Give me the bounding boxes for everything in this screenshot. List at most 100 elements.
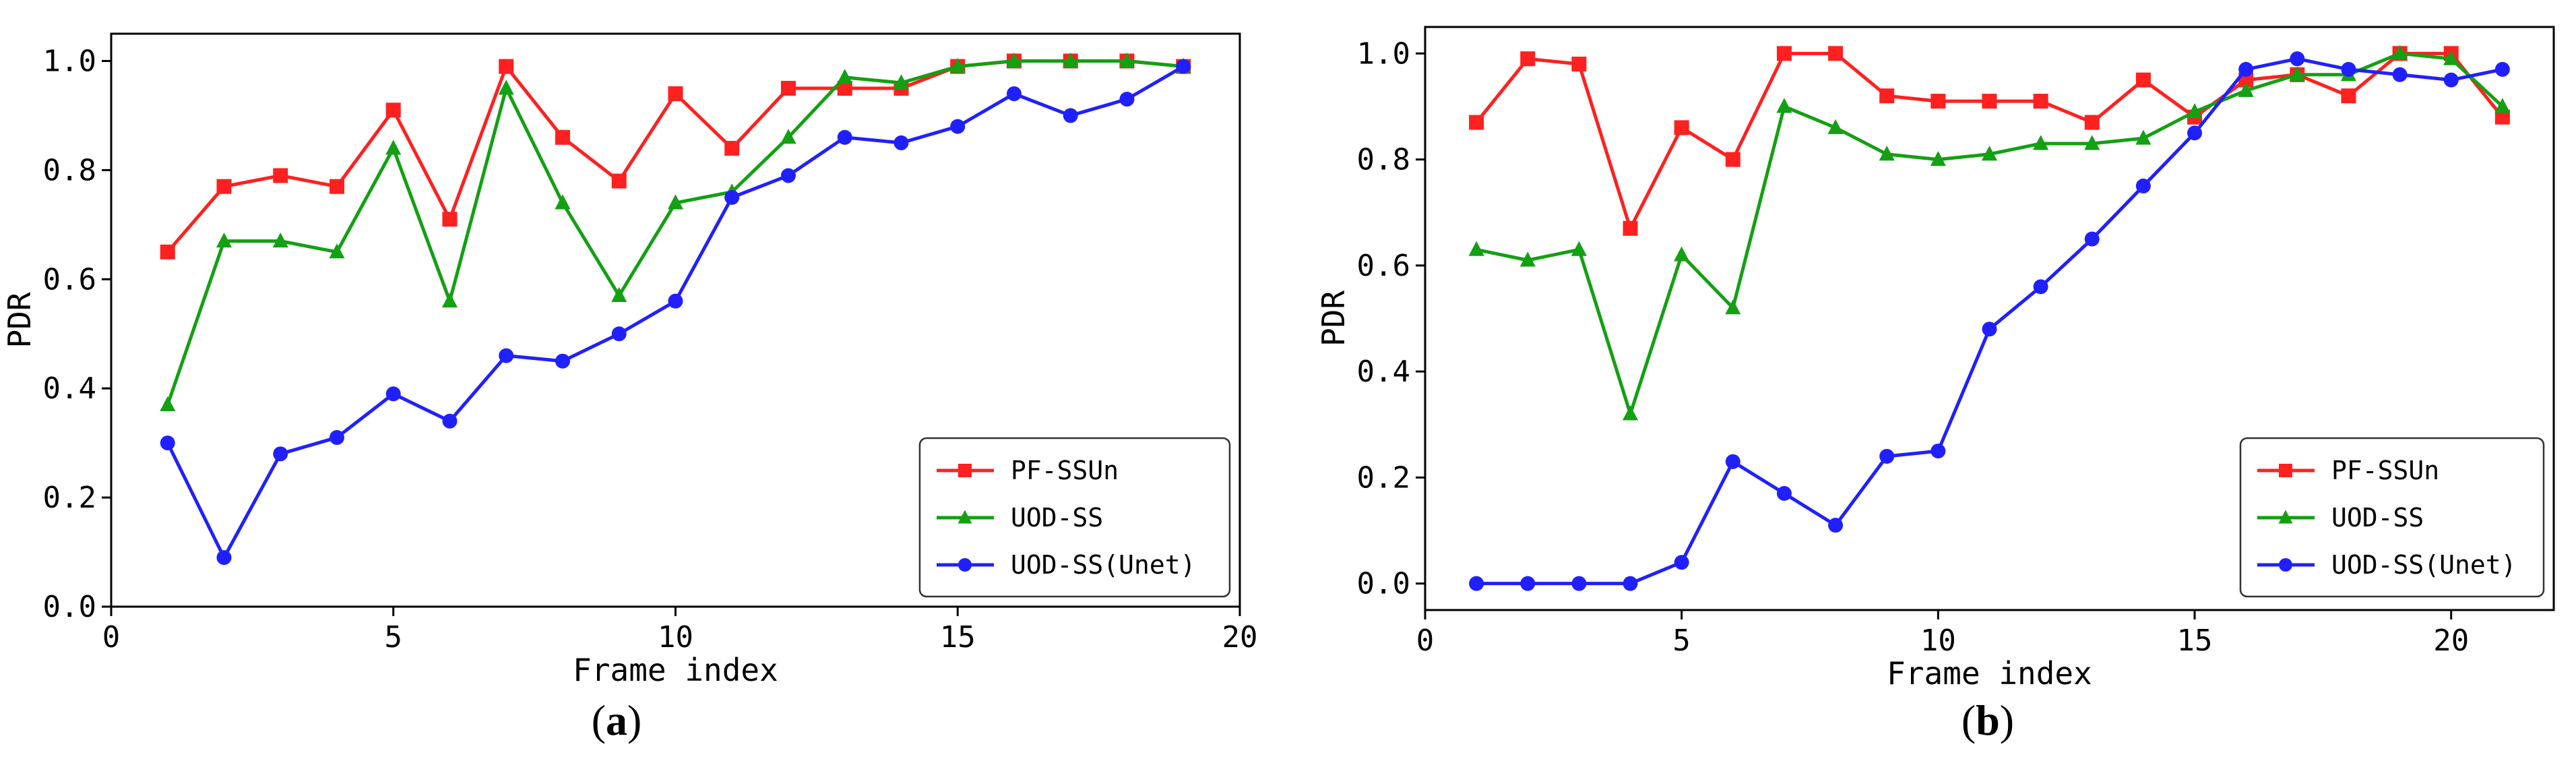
data-point — [385, 140, 402, 155]
data-point — [442, 413, 458, 429]
data-point — [499, 348, 514, 363]
data-point — [2494, 98, 2511, 113]
data-point — [1776, 46, 1792, 61]
data-point — [160, 244, 175, 260]
series-line — [166, 59, 1184, 406]
data-point — [1674, 120, 1689, 135]
data-point — [1930, 150, 1946, 166]
caption-letter: a — [606, 696, 627, 744]
data-point — [2135, 129, 2151, 145]
panel-caption: (b) — [1961, 696, 2014, 744]
data-point — [442, 212, 458, 227]
legend-box — [2239, 437, 2545, 598]
x-tick-label: 15 — [940, 620, 976, 655]
data-point — [1981, 146, 1998, 161]
data-point — [667, 194, 684, 210]
legend-item: UOD-SS(Unet) — [2257, 550, 2517, 580]
series-uod-ss-unet- — [1469, 51, 2510, 591]
data-point — [1006, 52, 1022, 67]
series-pf-ssun — [1469, 46, 2510, 236]
data-point — [1623, 576, 1638, 591]
data-point — [329, 179, 344, 194]
series-uod-ss-unet- — [160, 59, 1191, 566]
data-point — [611, 326, 627, 342]
data-point — [441, 293, 458, 308]
data-point — [2289, 66, 2305, 82]
legend: PF-SSUn UOD-SS UOD-SS(Unet) — [2239, 437, 2545, 598]
data-point — [724, 189, 740, 205]
caption-letter: b — [1976, 696, 2000, 744]
data-point — [1982, 322, 1997, 337]
x-axis-title: Frame index — [573, 652, 778, 688]
data-point — [958, 558, 972, 572]
legend-item: UOD-SS — [937, 503, 1103, 533]
data-point — [1725, 454, 1740, 469]
y-tick-label: 1.0 — [1357, 36, 1410, 71]
data-point — [1571, 57, 1587, 72]
data-point — [1469, 576, 1484, 591]
data-point — [950, 119, 966, 134]
data-point — [2341, 61, 2356, 77]
data-point — [893, 74, 910, 90]
data-point — [724, 141, 740, 156]
data-point — [1828, 518, 1844, 533]
y-tick-label: 1.0 — [43, 44, 96, 78]
data-point — [329, 430, 344, 446]
caption-close-paren: ) — [2000, 696, 2014, 744]
data-point — [1725, 152, 1740, 167]
data-point — [2135, 178, 2151, 193]
data-point — [272, 232, 288, 248]
data-point — [957, 510, 972, 524]
data-point — [2290, 51, 2305, 67]
data-point — [958, 464, 972, 477]
y-tick-label: 0.6 — [1357, 249, 1410, 283]
x-tick-label: 10 — [1920, 624, 1956, 658]
panel-caption: (a) — [592, 696, 642, 744]
data-point — [1571, 241, 1587, 256]
data-point — [1623, 220, 1638, 236]
legend: PF-SSUn UOD-SS UOD-SS(Unet) — [918, 437, 1231, 598]
data-point — [1176, 59, 1191, 74]
data-point — [2187, 125, 2203, 141]
data-point — [1674, 555, 1689, 570]
data-point — [1520, 51, 1536, 67]
data-point — [1469, 115, 1484, 130]
data-point — [2278, 510, 2293, 524]
legend-item: PF-SSUn — [2257, 456, 2439, 485]
data-point — [1776, 98, 1792, 113]
data-point — [1468, 241, 1484, 256]
data-point — [498, 80, 514, 95]
x-tick-label: 0 — [1416, 624, 1435, 658]
data-point — [2033, 279, 2048, 295]
x-axis-title: Frame index — [1887, 655, 2092, 692]
data-point — [2084, 115, 2100, 130]
data-point — [1879, 146, 1895, 161]
data-point — [1828, 46, 1844, 61]
data-point — [2238, 61, 2254, 77]
data-point — [2443, 50, 2459, 65]
data-point — [2084, 135, 2100, 150]
data-point — [1622, 405, 1639, 421]
legend-label: UOD-SS(Unet) — [2331, 550, 2517, 580]
x-tick-label: 10 — [658, 620, 693, 655]
data-point — [1982, 94, 1997, 109]
data-point — [1063, 108, 1078, 123]
data-point — [2494, 61, 2510, 77]
data-point — [385, 102, 401, 118]
x-tick-label: 0 — [102, 620, 121, 655]
caption-close-paren: ) — [627, 696, 641, 744]
data-point — [216, 179, 232, 194]
data-point — [1879, 88, 1895, 104]
legend-label: PF-SSUn — [2331, 456, 2439, 485]
plot-frame — [1424, 26, 2555, 611]
series-uod-ss — [1468, 44, 2511, 421]
y-axis-title: PDR — [1315, 291, 1352, 346]
data-point — [668, 293, 683, 309]
data-point — [273, 446, 288, 462]
x-tick-label: 20 — [1222, 620, 1258, 655]
data-point — [1725, 299, 1741, 315]
y-tick-label: 0.2 — [1357, 460, 1410, 495]
data-point — [2443, 72, 2459, 88]
data-point — [949, 57, 966, 73]
